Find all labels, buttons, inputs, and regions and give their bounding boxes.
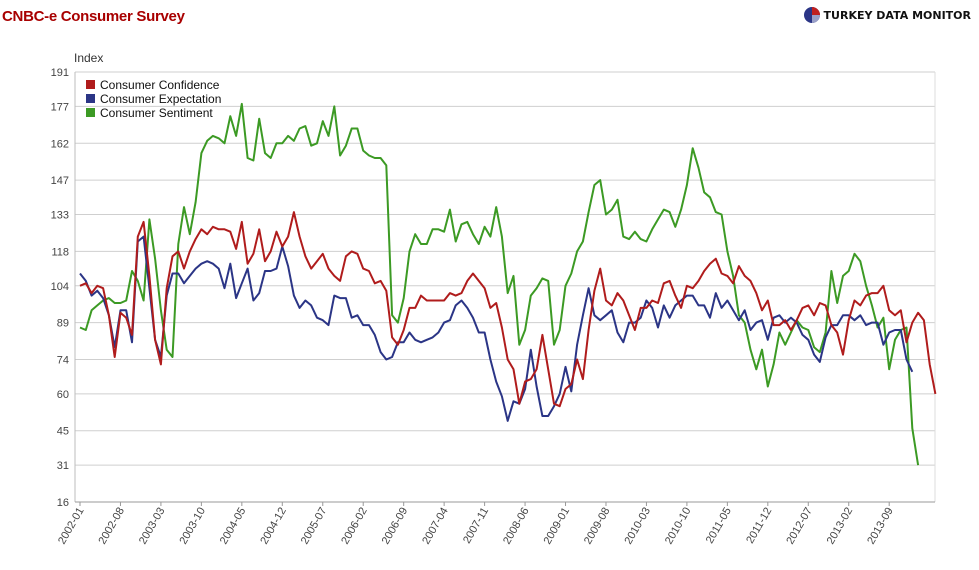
x-tick-label: 2004-12: [258, 506, 289, 547]
x-tick-label: 2004-05: [218, 506, 249, 547]
y-tick-label: 74: [57, 354, 69, 366]
brand-name: TURKEY DATA MONITOR: [823, 8, 971, 22]
y-tick-label: 177: [51, 101, 69, 113]
x-tick-label: 2007-11: [461, 505, 491, 545]
x-tick-label: 2013-09: [865, 506, 896, 547]
x-tick-label: 2006-02: [339, 506, 370, 547]
grid: [75, 71, 935, 503]
x-tick-label: 2010-03: [622, 506, 653, 547]
legend-label: Consumer Confidence: [100, 78, 220, 92]
x-tick-label: 2011-12: [744, 506, 774, 546]
x-tick-label: 2006-09: [380, 506, 411, 547]
pie-logo-icon: [803, 7, 820, 23]
y-tick-label: 31: [57, 460, 69, 472]
series-line-consumer-sentiment: [79, 102, 920, 466]
y-tick-label: 191: [51, 67, 69, 79]
x-tick-label: 2003-10: [177, 506, 208, 547]
y-tick-label: 147: [51, 175, 69, 187]
y-tick-label: 89: [57, 318, 69, 330]
y-tick-label: 104: [51, 281, 69, 293]
x-tick-label: 2008-06: [501, 506, 532, 547]
y-tick-label: 118: [51, 246, 69, 258]
y-tick-label: 45: [57, 426, 69, 438]
chart-title: CNBC-e Consumer Survey: [2, 8, 185, 25]
x-tick-label: 2011-05: [704, 506, 734, 546]
y-tick-label: 60: [57, 389, 69, 401]
legend-label: Consumer Expectation: [100, 92, 221, 106]
x-tick-label: 2005-07: [299, 506, 330, 547]
brand-logo: TURKEY DATA MONITOR: [803, 6, 971, 24]
x-tick-label: 2010-10: [663, 506, 694, 547]
x-tick-label: 2009-08: [582, 506, 613, 547]
series-line-consumer-expectation: [79, 235, 914, 422]
x-tick-label: 2012-07: [784, 506, 815, 547]
x-tick-label: 2002-08: [96, 506, 127, 547]
y-tick-label: 133: [51, 210, 69, 222]
y-tick-label: 16: [57, 497, 69, 509]
x-tick-label: 2007-04: [420, 506, 451, 547]
y-axis-label: Index: [74, 51, 103, 65]
legend-swatch: [86, 80, 95, 89]
legend-swatch: [86, 94, 95, 103]
x-tick-label: 2009-01: [542, 506, 573, 547]
y-tick-label: 162: [51, 138, 69, 150]
x-tick-label: 2002-01: [56, 506, 87, 547]
legend-label: Consumer Sentiment: [100, 106, 213, 120]
series-group: [79, 102, 937, 466]
series-line-consumer-confidence: [79, 211, 937, 408]
x-tick-label: 2013-02: [825, 506, 856, 547]
x-tick-label: 2003-03: [137, 506, 168, 547]
legend-swatch: [86, 108, 95, 117]
